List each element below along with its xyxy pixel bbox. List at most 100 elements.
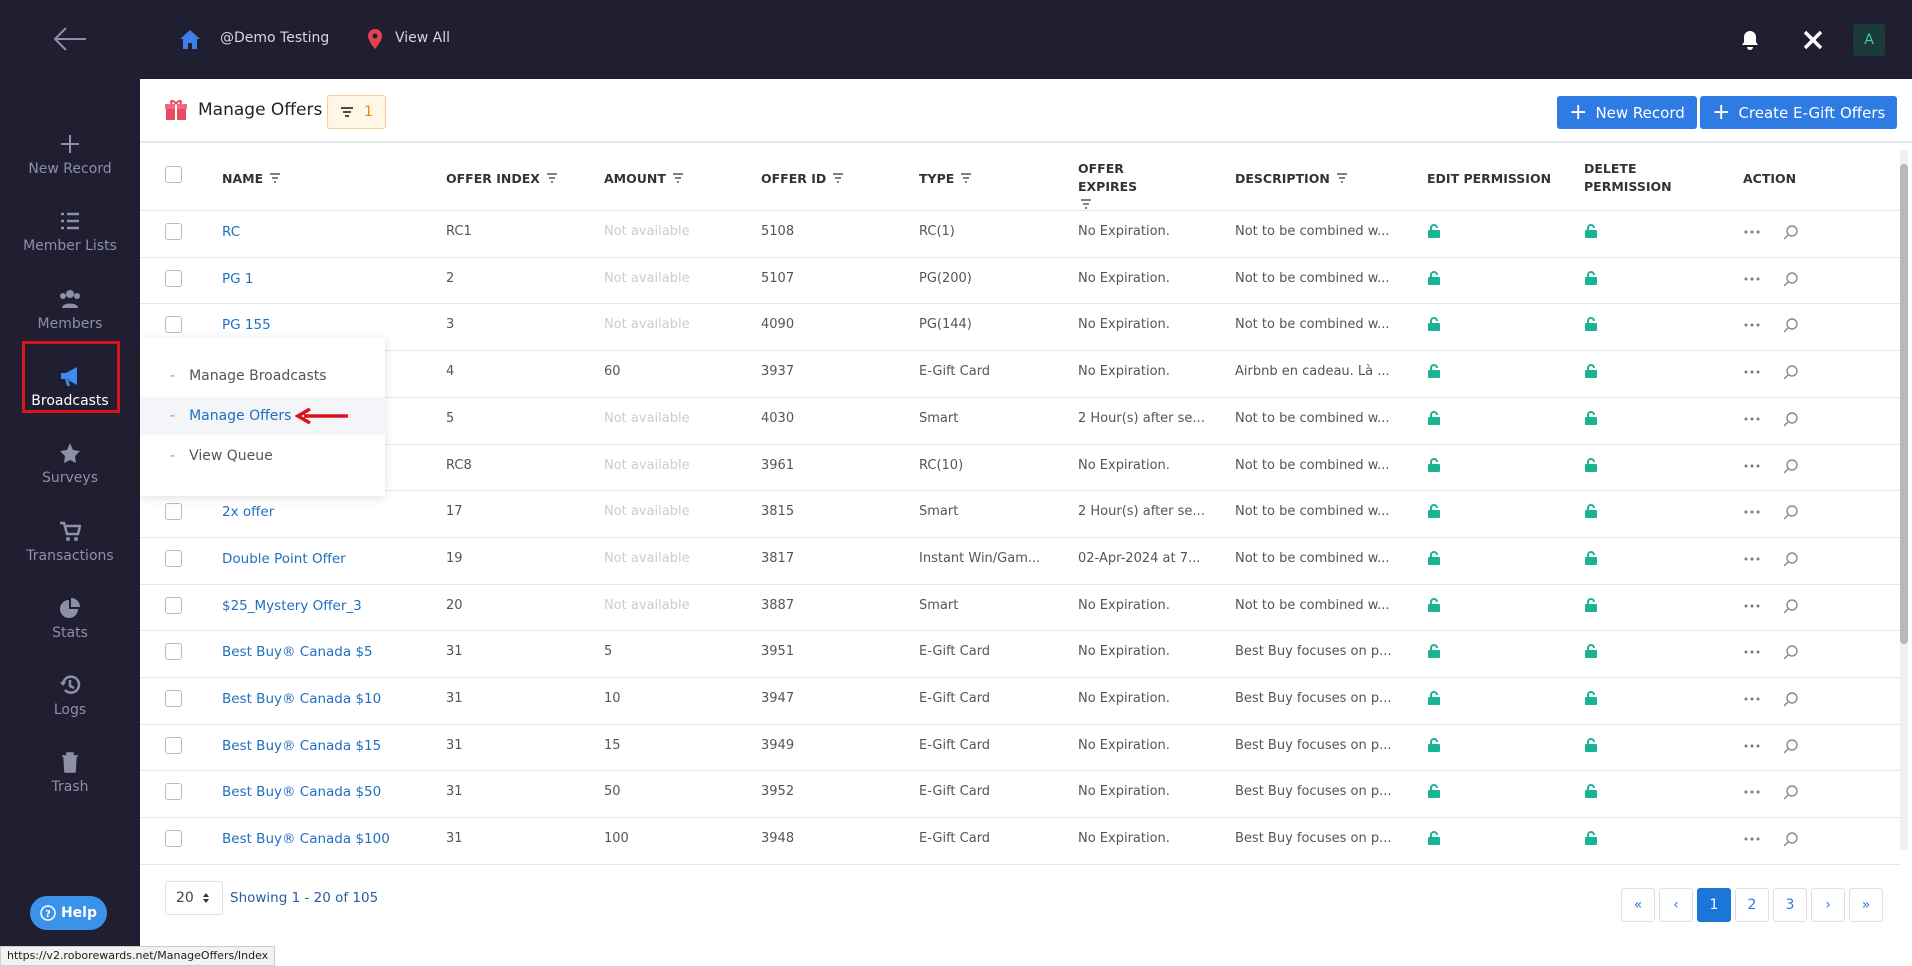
action-icons[interactable] — [1743, 598, 1803, 614]
permission-lock[interactable] — [1584, 364, 1598, 382]
checkbox[interactable] — [165, 223, 182, 240]
permission-lock[interactable] — [1427, 224, 1441, 242]
permission-lock[interactable] — [1427, 784, 1441, 802]
permission-lock[interactable] — [1584, 504, 1598, 522]
sidebar-item[interactable]: Surveys — [0, 442, 140, 486]
permission-lock[interactable] — [1427, 457, 1441, 476]
offer-name[interactable]: PG 155 — [222, 317, 271, 334]
sidebar-item[interactable]: Broadcasts — [0, 365, 140, 409]
permission-lock[interactable] — [1427, 364, 1441, 382]
offer-name[interactable]: RC — [222, 224, 241, 240]
checkbox[interactable] — [165, 549, 182, 567]
permission-lock[interactable] — [1427, 831, 1441, 849]
submenu-item[interactable]: - Manage Broadcasts — [140, 357, 385, 395]
offer-name[interactable]: PG 1 — [222, 270, 254, 287]
permission-lock[interactable] — [1584, 550, 1598, 569]
action-icons[interactable] — [1743, 691, 1803, 707]
page-button[interactable]: » — [1849, 888, 1883, 922]
create-egift-button[interactable]: + Create E-Gift Offers — [1700, 96, 1898, 129]
column-filter-icon[interactable] — [960, 173, 972, 183]
action-icons[interactable] — [1743, 458, 1803, 474]
checkbox[interactable] — [165, 643, 182, 661]
permission-lock[interactable] — [1584, 597, 1598, 616]
offer-name[interactable]: Best Buy® Canada $5 — [222, 644, 373, 661]
filter-badge[interactable]: 1 — [327, 95, 386, 129]
permission-lock[interactable] — [1427, 270, 1441, 289]
permission-lock[interactable] — [1427, 737, 1441, 756]
column-filter-icon[interactable] — [672, 173, 684, 183]
permission-lock[interactable] — [1584, 410, 1598, 429]
column-filter-icon[interactable] — [832, 173, 844, 183]
permission-lock[interactable] — [1584, 224, 1598, 242]
sidebar-item[interactable]: Member Lists — [0, 210, 140, 254]
action-icons[interactable] — [1743, 411, 1803, 427]
column-filter-icon[interactable] — [546, 173, 558, 183]
sidebar-item[interactable]: Members — [0, 288, 140, 332]
action-icons[interactable] — [1743, 831, 1803, 847]
sidebar-item[interactable]: Transactions — [0, 520, 140, 564]
action-icons[interactable] — [1743, 784, 1803, 800]
action-icons[interactable] — [1743, 224, 1803, 240]
page-button[interactable]: › — [1811, 888, 1845, 922]
permission-lock[interactable] — [1584, 784, 1598, 802]
permission-lock[interactable] — [1584, 691, 1598, 709]
offer-name[interactable]: $25_Mystery Offer_3 — [222, 597, 362, 614]
permission-lock[interactable] — [1427, 550, 1441, 569]
workspace[interactable]: @Demo Testing — [220, 30, 330, 46]
action-icons[interactable] — [1743, 551, 1803, 567]
sidebar-item[interactable]: Logs — [0, 674, 140, 718]
checkbox[interactable] — [165, 269, 182, 287]
permission-lock[interactable] — [1427, 504, 1441, 522]
permission-lock[interactable] — [1584, 737, 1598, 756]
permission-lock[interactable] — [1427, 597, 1441, 616]
permission-lock[interactable] — [1584, 317, 1598, 335]
offer-name[interactable]: Best Buy® Canada $15 — [222, 737, 382, 754]
back-icon[interactable] — [52, 26, 88, 52]
permission-lock[interactable] — [1584, 457, 1598, 476]
offer-name[interactable]: 2x offer — [222, 504, 275, 521]
avatar[interactable]: A — [1853, 24, 1885, 56]
checkbox[interactable] — [165, 830, 182, 848]
action-icons[interactable] — [1743, 271, 1803, 287]
offer-name[interactable]: Double Point Offer — [222, 550, 346, 567]
sidebar-item[interactable]: Stats — [0, 597, 140, 641]
sidebar-item[interactable]: New Record — [0, 133, 140, 177]
checkbox[interactable] — [165, 316, 182, 334]
action-icons[interactable] — [1743, 644, 1803, 660]
checkbox[interactable] — [165, 503, 182, 521]
help-button[interactable]: ? Help — [30, 896, 107, 930]
offer-name[interactable]: Best Buy® Canada $10 — [222, 691, 382, 707]
column-filter-icon[interactable] — [269, 173, 281, 183]
permission-lock[interactable] — [1584, 831, 1598, 849]
tools-icon[interactable] — [1802, 29, 1824, 51]
action-icons[interactable] — [1743, 364, 1803, 380]
sidebar-item[interactable]: Trash — [0, 751, 140, 795]
checkbox[interactable] — [165, 166, 182, 183]
checkbox[interactable] — [165, 596, 182, 614]
page-button[interactable]: 1 — [1697, 888, 1731, 922]
permission-lock[interactable] — [1427, 410, 1441, 429]
action-icons[interactable] — [1743, 317, 1803, 333]
column-filter-icon[interactable] — [1336, 173, 1348, 183]
checkbox[interactable] — [165, 783, 182, 801]
checkbox[interactable] — [165, 690, 182, 707]
page-button[interactable]: « — [1621, 888, 1655, 922]
page-button[interactable]: 2 — [1735, 888, 1769, 922]
submenu-item[interactable]: - View Queue — [140, 437, 385, 475]
new-record-button[interactable]: + New Record — [1557, 96, 1697, 129]
permission-lock[interactable] — [1427, 317, 1441, 335]
page-size-select[interactable]: 20 — [165, 881, 223, 915]
permission-lock[interactable] — [1584, 270, 1598, 289]
checkbox[interactable] — [165, 736, 182, 754]
offer-name[interactable]: Best Buy® Canada $100 — [222, 831, 390, 848]
permission-lock[interactable] — [1427, 644, 1441, 662]
page-button[interactable]: ‹ — [1659, 888, 1693, 922]
offer-name[interactable]: Best Buy® Canada $50 — [222, 784, 382, 801]
location[interactable]: View All — [395, 30, 451, 46]
page-button[interactable]: 3 — [1773, 888, 1807, 922]
action-icons[interactable] — [1743, 738, 1803, 754]
permission-lock[interactable] — [1584, 644, 1598, 662]
bell-icon[interactable] — [1740, 29, 1760, 51]
column-filter-icon[interactable] — [1080, 199, 1092, 209]
action-icons[interactable] — [1743, 504, 1803, 520]
